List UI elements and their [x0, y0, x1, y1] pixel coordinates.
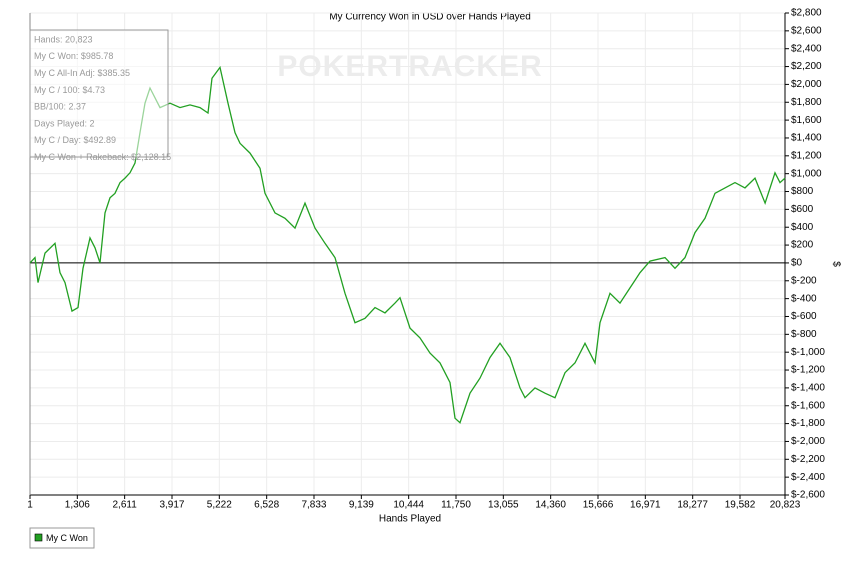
- stats-text: My C / Day: $492.89: [34, 135, 116, 145]
- y-tick-label: $-400: [791, 293, 817, 304]
- x-tick-label: 15,666: [583, 500, 614, 511]
- x-tick-label: 19,582: [725, 500, 756, 511]
- legend-swatch: [34, 533, 43, 542]
- x-tick-label: 18,277: [677, 500, 708, 511]
- y-tick-label: $2,800: [791, 8, 822, 19]
- y-tick-label: $-2,600: [791, 490, 825, 501]
- y-tick-label: $200: [791, 240, 814, 251]
- y-tick-label: $-2,200: [791, 454, 825, 465]
- y-tick-label: $-2,000: [791, 436, 825, 447]
- y-tick-label: $2,000: [791, 79, 822, 90]
- y-tick-label: $-2,400: [791, 472, 825, 483]
- x-tick-label: 5,222: [207, 500, 232, 511]
- x-tick-label: 9,139: [349, 500, 374, 511]
- y-tick-label: $2,200: [791, 61, 822, 72]
- x-axis-label: Hands Played: [379, 514, 441, 525]
- legend: My C Won: [29, 527, 95, 549]
- y-tick-label: $-1,000: [791, 347, 825, 358]
- stats-text: My C Won: $985.78: [34, 51, 113, 61]
- x-tick-label: 2,611: [112, 500, 137, 511]
- legend-box: [29, 527, 95, 549]
- y-tick-label: $1,400: [791, 133, 822, 144]
- y-tick-label: $-200: [791, 275, 817, 286]
- x-tick-label: 13,055: [488, 500, 519, 511]
- x-tick-label: 6,528: [254, 500, 279, 511]
- legend-label: My C Won: [46, 533, 88, 543]
- y-tick-label: $0: [791, 258, 803, 269]
- chart-title: My Currency Won in USD over Hands Played: [329, 12, 531, 23]
- x-tick-label: 1,306: [65, 500, 90, 511]
- y-tick-label: $1,000: [791, 168, 822, 179]
- y-tick-label: $1,800: [791, 97, 822, 108]
- y-tick-label: $-800: [791, 329, 817, 340]
- stats-text: My C All-In Adj: $385.35: [34, 68, 130, 78]
- x-tick-label: 10,444: [393, 500, 424, 511]
- y-tick-label: $800: [791, 186, 814, 197]
- x-tick-label: 20,823: [770, 500, 801, 511]
- stats-box: [29, 29, 169, 158]
- y-tick-label: $400: [791, 222, 814, 233]
- y-tick-label: $2,400: [791, 43, 822, 54]
- x-tick-label: 16,971: [630, 500, 661, 511]
- y-tick-label: $-1,600: [791, 400, 825, 411]
- x-tick-label: 14,360: [535, 500, 566, 511]
- y-tick-label: $-600: [791, 311, 817, 322]
- y-tick-label: $-1,200: [791, 365, 825, 376]
- x-tick-label: 1: [27, 500, 33, 511]
- x-tick-label: 7,833: [301, 500, 326, 511]
- x-tick-label: 3,917: [159, 500, 184, 511]
- y-axis-label: $: [830, 261, 841, 267]
- stats-text: Days Played: 2: [34, 118, 95, 128]
- y-tick-label: $600: [791, 204, 814, 215]
- series-line: [29, 65, 786, 424]
- stats-text: BB/100: 2.37: [34, 102, 86, 112]
- y-tick-label: $2,600: [791, 25, 822, 36]
- y-tick-label: $-1,800: [791, 418, 825, 429]
- y-tick-label: $1,600: [791, 115, 822, 126]
- x-tick-label: 11,750: [441, 500, 471, 511]
- stats-text: My C / 100: $4.73: [34, 85, 105, 95]
- y-tick-label: $-1,400: [791, 383, 825, 394]
- stats-text: My C Won + Rakeback: $2,128.15: [34, 152, 171, 162]
- stats-text: Hands: 20,823: [34, 34, 93, 44]
- y-tick-label: $1,200: [791, 150, 822, 161]
